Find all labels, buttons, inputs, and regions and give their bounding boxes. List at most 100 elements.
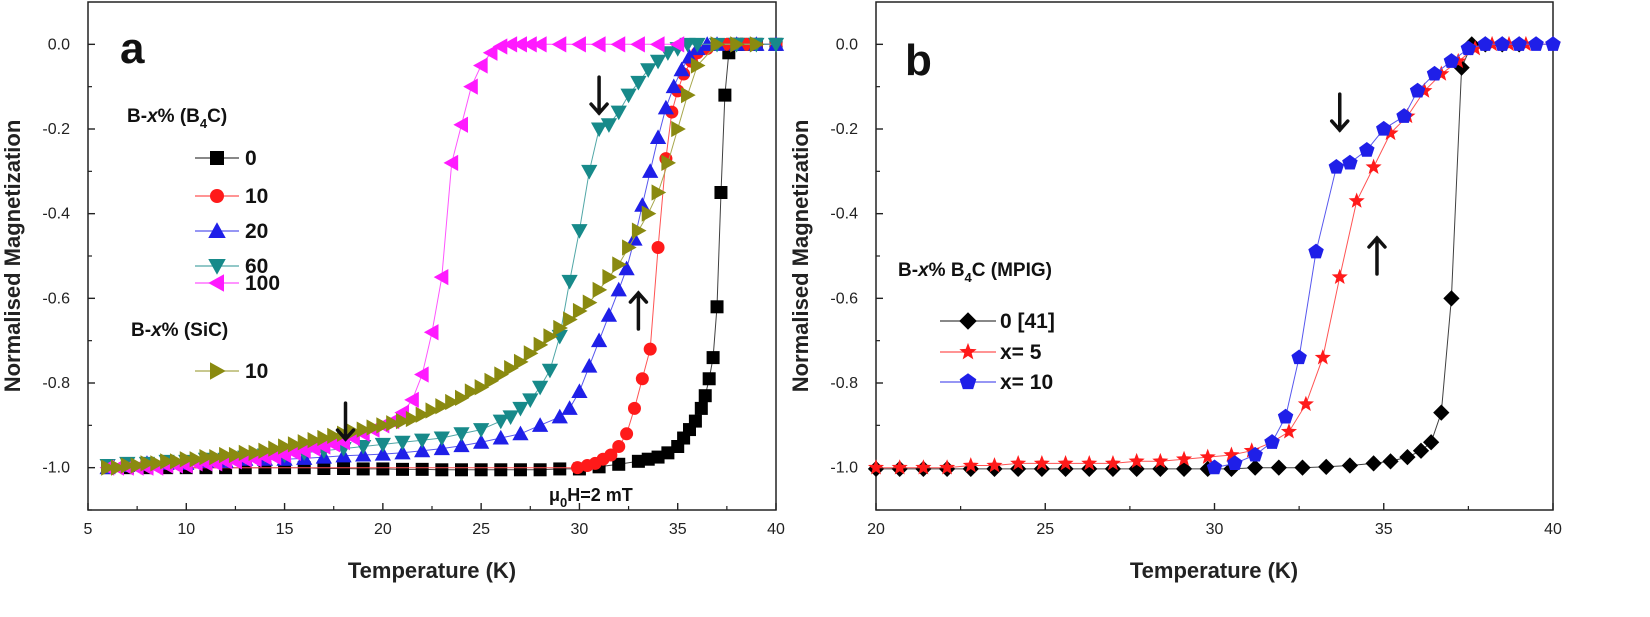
a-series-5-point [219, 446, 234, 464]
b-x-tick-label: 40 [1544, 521, 1562, 538]
b-series-1 [867, 35, 1562, 475]
b-x-tick-label: 25 [1036, 521, 1054, 538]
a-series-4-point [630, 36, 645, 53]
a-legend-label-2: 20 [245, 220, 268, 243]
a-series-0-point [718, 88, 732, 102]
a-series-3-point [473, 423, 490, 438]
a-series-3-point [492, 414, 509, 430]
a-series-5-point [189, 451, 205, 468]
a-legend-label-4: 100 [245, 272, 280, 295]
b-x-tick-label: 35 [1375, 521, 1393, 538]
a-series-4-point [669, 36, 685, 53]
a-series-3-point [640, 63, 657, 78]
a-series-3-point [512, 401, 529, 417]
a-series-0-point [694, 401, 708, 415]
b-series-2-point [1291, 349, 1307, 365]
a-series-5-point [199, 448, 215, 466]
b-series-0-point [1433, 404, 1450, 421]
a-y-tick-label: -0.4 [42, 206, 70, 223]
a-series-0-point [533, 463, 547, 477]
a-series-0-point [631, 454, 645, 468]
b-series-2-point [1494, 36, 1510, 51]
a-series-5-point [297, 434, 313, 451]
a-series-3-point [502, 410, 519, 425]
a-series-0-point [702, 372, 716, 386]
a-series-5-point [553, 319, 568, 337]
a-x-tick-label: 30 [571, 521, 589, 538]
a-series-3-point [453, 427, 470, 442]
a-series-0-point [435, 463, 449, 477]
panel-a-y-axis-label: Normalised Magnetization [0, 120, 25, 393]
a-series-5-point [110, 459, 126, 476]
b-series-2-point [1376, 120, 1392, 136]
b-series-0-point [1246, 459, 1264, 476]
a-series-3-point [590, 122, 608, 138]
a-series-0-point [688, 414, 702, 428]
a-series-3-point [531, 380, 549, 396]
b-x-tick-label: 30 [1206, 521, 1224, 538]
a-series-1-point [627, 401, 641, 415]
a-series-5-point [612, 256, 627, 273]
a-x-tick-label: 10 [177, 521, 195, 538]
b-series-1-point [1128, 452, 1145, 469]
panel-a: 5 10 15 20 25 30 35 40 0.0 -0.2 -0.4 -0.6 -0.8 -1.0 a… [0, 1, 785, 583]
a-legend-marker-2 [208, 222, 226, 238]
b-y-tick-label: -0.6 [830, 290, 858, 307]
b-series-1-point [1297, 395, 1314, 411]
a-series-0-point [454, 463, 468, 477]
a-legend-label-5: 10 [245, 360, 268, 383]
a-series-5-point [533, 336, 549, 354]
b-series-0-point [1294, 459, 1311, 476]
a-series-2-point [433, 440, 450, 456]
a-series-5-point [327, 427, 342, 445]
a-series-5 [101, 36, 765, 476]
a-y-tick-label: -0.8 [42, 375, 70, 392]
b-series-0-point [1057, 460, 1074, 478]
a-series-5-point [602, 269, 618, 286]
a-series-4-point [443, 154, 459, 171]
a-series-0-point [698, 389, 712, 403]
b-series-2-point [1443, 53, 1460, 68]
b-legend-label-2: x= 10 [1000, 371, 1053, 394]
a-series-4-point [305, 440, 321, 457]
b-series-1-point [1176, 450, 1193, 467]
a-x-tick-label: 25 [472, 521, 490, 538]
a-series-4-point [286, 444, 301, 461]
b-series-2 [1206, 36, 1561, 475]
a-series-4-point [482, 44, 498, 61]
b-series-1-point [1382, 124, 1399, 141]
a-arrow-0 [589, 75, 609, 116]
b-series-2-point [1460, 40, 1477, 56]
a-series-4-point [394, 404, 410, 421]
b-series-2-point [1359, 142, 1375, 157]
a-series-5-point [582, 294, 598, 311]
a-series-5-point [454, 389, 470, 406]
a-series-5-point [376, 417, 391, 434]
a-series-2-point [673, 61, 690, 77]
a-series-5-point [228, 446, 244, 464]
a-series-5-point [681, 87, 696, 104]
a-series-5-point [494, 366, 509, 383]
a-series-4-point [473, 57, 488, 74]
a-series-5-point [445, 393, 460, 411]
a-legend-label-0: 0 [245, 147, 257, 170]
b-arrow-1 [1367, 235, 1387, 276]
a-series-4-point [276, 446, 292, 464]
a-series-3-point [522, 393, 539, 409]
a-x-tick-label: 20 [374, 521, 392, 538]
a-series-3-point [600, 118, 618, 133]
a-x-tick-label: 15 [276, 521, 294, 538]
a-series-4-point [590, 36, 606, 53]
b-series-0-point [1318, 458, 1335, 475]
a-series-2-point [571, 383, 588, 398]
a-series-4-point [433, 269, 449, 286]
a-series-3-point [581, 164, 598, 180]
a-series-5-point [415, 406, 431, 423]
panel-a-x-axis-label: Temperature (K) [348, 558, 516, 583]
a-series-2-point [473, 434, 490, 449]
a-x-tick-label: 5 [84, 521, 93, 538]
a-series-5-point [140, 455, 156, 472]
panel-a-plot-frame [87, 1, 777, 511]
a-series-4-point [610, 36, 626, 53]
